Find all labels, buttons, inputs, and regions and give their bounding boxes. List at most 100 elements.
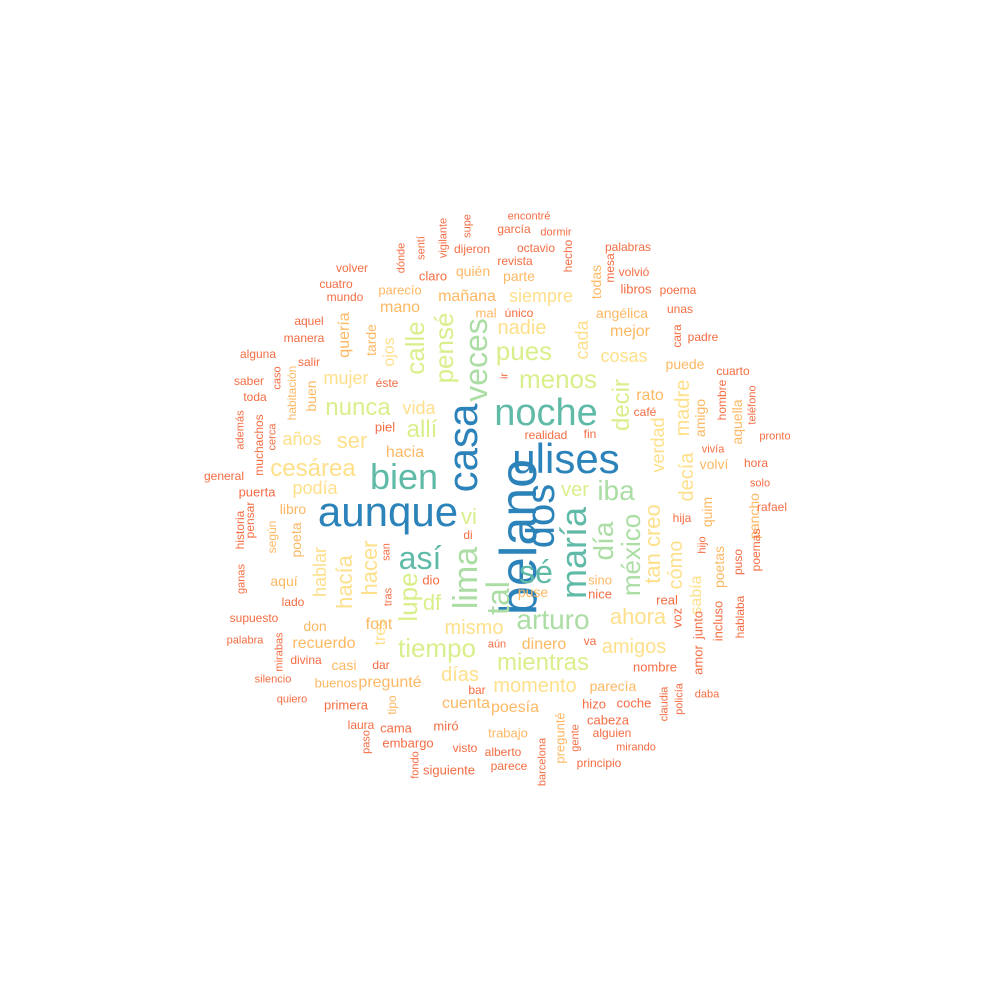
- cloud-word: pronto: [759, 430, 791, 443]
- cloud-word: ojos: [381, 337, 398, 367]
- cloud-word: allí: [406, 416, 438, 443]
- cloud-word: ganas: [235, 564, 248, 594]
- cloud-word: casa: [439, 403, 486, 493]
- cloud-word: angélica: [595, 305, 649, 321]
- cloud-word: font: [365, 616, 393, 633]
- cloud-word: libros: [620, 281, 652, 297]
- cloud-word: sabía: [688, 575, 705, 615]
- cloud-word: salir: [297, 355, 321, 369]
- cloud-word: día: [588, 521, 619, 561]
- cloud-word: don: [303, 618, 327, 634]
- cloud-word: primera: [323, 697, 369, 713]
- cloud-word: aunque: [317, 488, 459, 535]
- cloud-word: mientras: [496, 649, 590, 676]
- cloud-word: hizo: [582, 696, 606, 712]
- cloud-word: parecío: [378, 282, 422, 298]
- cloud-word: mesa: [603, 253, 617, 283]
- cloud-word: así: [398, 540, 442, 576]
- cloud-word: fin: [583, 427, 597, 441]
- cloud-word: claudia: [658, 686, 671, 722]
- cloud-word: supe: [461, 214, 474, 238]
- cloud-word: cama: [380, 720, 412, 736]
- cloud-word: visto: [452, 741, 478, 755]
- cloud-word: san: [380, 543, 393, 561]
- cloud-word: casi: [331, 657, 357, 673]
- cloud-word: único: [504, 306, 534, 320]
- cloud-word: cómo: [665, 540, 687, 590]
- cloud-word: dar: [372, 658, 390, 672]
- cloud-word: hacía: [332, 555, 357, 609]
- cloud-word: siguiente: [422, 762, 476, 778]
- cloud-word: vi: [461, 504, 477, 529]
- cloud-word: dinero: [521, 636, 567, 653]
- cloud-word: volví: [699, 456, 729, 472]
- cloud-word: nombre: [632, 659, 678, 675]
- cloud-word: miró: [433, 718, 459, 734]
- cloud-word: cada: [572, 320, 592, 360]
- cloud-word: bar: [468, 683, 486, 697]
- cloud-word: dio: [422, 572, 440, 588]
- cloud-word: padre: [687, 330, 719, 344]
- cloud-word: calle: [400, 321, 430, 375]
- cloud-word: maría: [553, 506, 594, 600]
- cloud-word: lado: [281, 595, 305, 609]
- cloud-word: caso: [271, 366, 284, 390]
- cloud-word: amigos: [601, 636, 667, 658]
- cloud-word: vida: [402, 398, 436, 418]
- cloud-word: volver: [335, 261, 369, 275]
- cloud-word: laura: [347, 718, 375, 732]
- cloud-word: parece: [490, 759, 528, 773]
- cloud-word: hija: [672, 511, 692, 525]
- cloud-word: supuesto: [229, 611, 279, 625]
- cloud-word: tal: [480, 581, 516, 615]
- cloud-word: silencio: [254, 673, 292, 686]
- cloud-word: palabras: [604, 240, 652, 254]
- cloud-word: cara: [670, 324, 684, 348]
- cloud-word: nunca: [325, 394, 391, 421]
- cloud-word: quería: [336, 312, 353, 358]
- cloud-word: cerca: [266, 423, 279, 451]
- cloud-word: éste: [375, 376, 399, 390]
- cloud-word: sé: [519, 554, 553, 590]
- cloud-word: cesárea: [270, 455, 356, 482]
- cloud-word: solo: [749, 477, 771, 490]
- cloud-word: arturo: [516, 604, 590, 635]
- cloud-word: tipo: [385, 695, 399, 715]
- cloud-word: noche: [494, 392, 598, 434]
- cloud-word: parte: [503, 268, 535, 284]
- cloud-word: puse: [517, 584, 549, 600]
- cloud-word: puerta: [238, 484, 276, 500]
- cloud-word: aquel: [294, 314, 324, 328]
- cloud-word: mal: [475, 305, 497, 321]
- cloud-word: cosas: [600, 346, 648, 366]
- cloud-word: mano: [379, 299, 421, 316]
- cloud-word: años: [282, 429, 322, 449]
- cloud-word: alguna: [239, 347, 277, 361]
- cloud-word: mujer: [323, 368, 369, 388]
- cloud-word: podía: [292, 478, 338, 498]
- cloud-word: lupe: [393, 572, 423, 622]
- cloud-word: va: [583, 634, 597, 648]
- cloud-word: cuenta: [441, 695, 491, 712]
- cloud-word: gente: [569, 724, 582, 752]
- cloud-word: mundo: [326, 290, 364, 304]
- cloud-word: madre: [672, 379, 694, 437]
- cloud-word: mejor: [609, 323, 651, 340]
- cloud-word: buenos: [314, 675, 358, 691]
- cloud-word: claro: [418, 268, 448, 284]
- cloud-word: real: [656, 592, 678, 608]
- cloud-word: poetas: [711, 545, 727, 589]
- cloud-word: toda: [243, 390, 267, 404]
- cloud-word: decía: [676, 452, 698, 502]
- cloud-word: piel: [374, 419, 396, 435]
- cloud-word: coche: [616, 695, 652, 711]
- cloud-word: pensé: [429, 312, 459, 384]
- cloud-word: veces: [458, 318, 494, 402]
- cloud-word: revista: [497, 254, 533, 268]
- cloud-word: puso: [731, 548, 745, 576]
- cloud-word: manera: [283, 331, 325, 345]
- cloud-word: policía: [673, 683, 686, 715]
- cloud-word: muchachos: [252, 414, 266, 476]
- cloud-word: aquí: [270, 573, 298, 589]
- cloud-word: tiempo: [397, 633, 477, 663]
